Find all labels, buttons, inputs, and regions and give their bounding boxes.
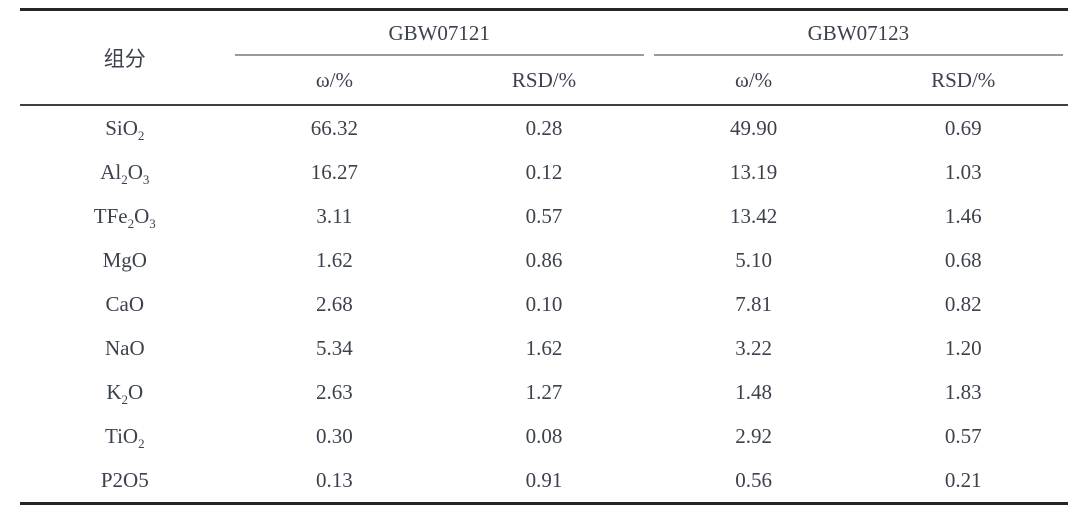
table-row: K2O 2.63 1.27 1.48 1.83 <box>20 370 1068 414</box>
table-body: SiO2 66.32 0.28 49.90 0.69 Al2O3 16.27 0.12 13.1… <box>20 105 1068 504</box>
component-column-header: 组分 <box>20 9 230 106</box>
component-cell: P2O5 <box>100 467 149 492</box>
value-cell: 13.42 <box>729 203 778 228</box>
table-row: SiO2 66.32 0.28 49.90 0.69 <box>20 105 1068 150</box>
composition-table-container: 组分 GBW07121 GBW07123 ω/% RSD/% ω/% RSD/%… <box>20 8 1068 505</box>
table-row: Al2O3 16.27 0.12 13.19 1.03 <box>20 150 1068 194</box>
value-cell: 1.46 <box>944 203 982 228</box>
subcol-rsd-1: RSD/% <box>439 56 649 106</box>
value-cell: 5.34 <box>316 335 353 360</box>
table-row: P2O5 0.13 0.91 0.56 0.21 <box>20 458 1068 504</box>
value-cell: 0.56 <box>735 467 772 492</box>
component-cell: K2O <box>106 379 144 407</box>
value-cell: 0.08 <box>525 423 563 448</box>
value-cell: 0.86 <box>525 247 563 272</box>
table-row: CaO 2.68 0.10 7.81 0.82 <box>20 282 1068 326</box>
value-cell: 1.62 <box>316 247 353 272</box>
value-cell: 0.10 <box>525 291 563 316</box>
value-cell: 0.57 <box>525 203 563 228</box>
component-cell: CaO <box>105 291 145 316</box>
value-cell: 66.32 <box>310 115 359 140</box>
value-cell: 16.27 <box>310 159 359 184</box>
table-row: MgO 1.62 0.86 5.10 0.68 <box>20 238 1068 282</box>
value-cell: 0.68 <box>944 247 982 272</box>
value-cell: 1.83 <box>944 379 982 404</box>
component-cell: TiO2 <box>105 423 145 451</box>
component-cell: Al2O3 <box>100 159 150 187</box>
value-cell: 0.30 <box>316 423 353 448</box>
table-row: TiO2 0.30 0.08 2.92 0.57 <box>20 414 1068 458</box>
value-cell: 1.03 <box>944 159 982 184</box>
value-cell: 3.22 <box>735 335 772 360</box>
value-cell: 7.81 <box>735 291 772 316</box>
subcol-omega-1: ω/% <box>229 56 440 106</box>
value-cell: 1.20 <box>944 335 982 360</box>
value-cell: 13.19 <box>729 159 778 184</box>
value-cell: 0.13 <box>316 467 353 492</box>
group-header-gbw07123: GBW07123 <box>649 10 1068 57</box>
subcol-omega-2: ω/% <box>648 56 859 106</box>
group-header-gbw07121: GBW07121 <box>230 10 649 57</box>
subcol-rsd-2: RSD/% <box>858 56 1068 106</box>
component-cell: TFe2O3 <box>93 203 156 231</box>
value-cell: 0.82 <box>944 291 982 316</box>
sub-header-row: ω/% RSD/% ω/% RSD/% <box>20 56 1068 106</box>
value-cell: 2.68 <box>316 291 353 316</box>
value-cell: 0.91 <box>525 467 563 492</box>
value-cell: 3.11 <box>316 203 353 228</box>
value-cell: 0.57 <box>944 423 982 448</box>
value-cell: 2.92 <box>735 423 772 448</box>
table-row: TFe2O3 3.11 0.57 13.42 1.46 <box>20 194 1068 238</box>
composition-table: 组分 GBW07121 GBW07123 ω/% RSD/% ω/% RSD/%… <box>20 8 1068 505</box>
value-cell: 1.62 <box>525 335 563 360</box>
table-header: 组分 GBW07121 GBW07123 ω/% RSD/% ω/% RSD/% <box>20 9 1068 106</box>
component-cell: SiO2 <box>105 115 145 143</box>
value-cell: 0.69 <box>944 115 982 140</box>
component-cell: NaO <box>104 335 145 360</box>
value-cell: 49.90 <box>729 115 778 140</box>
group-header-row: 组分 GBW07121 GBW07123 <box>20 9 1068 106</box>
value-cell: 5.10 <box>735 247 772 272</box>
component-cell: MgO <box>102 247 147 272</box>
value-cell: 1.27 <box>525 379 563 404</box>
value-cell: 0.21 <box>944 467 982 492</box>
value-cell: 0.28 <box>525 115 563 140</box>
table-row: NaO 5.34 1.62 3.22 1.20 <box>20 326 1068 370</box>
value-cell: 0.12 <box>525 159 563 184</box>
value-cell: 2.63 <box>316 379 353 404</box>
value-cell: 1.48 <box>735 379 772 404</box>
